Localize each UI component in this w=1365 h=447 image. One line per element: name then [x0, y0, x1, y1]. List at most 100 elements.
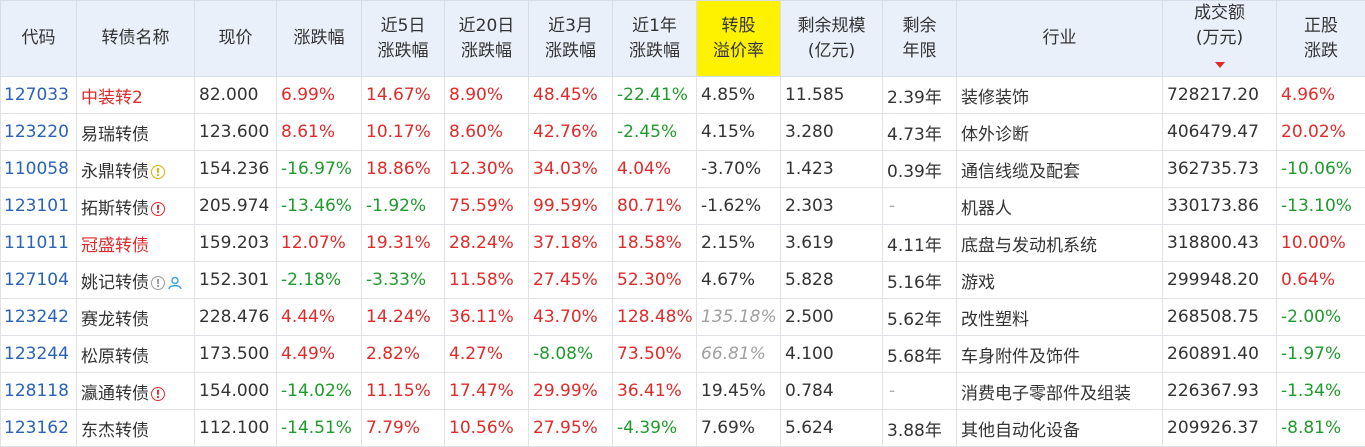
header-row: 代码 转债名称 现价 涨跌幅 近5日涨跌幅 近20日涨跌幅 近3月涨跌幅 近1年… — [1, 1, 1365, 77]
stock-change: 4.96% — [1277, 77, 1365, 114]
header-change-5d[interactable]: 近5日涨跌幅 — [362, 1, 445, 77]
header-scale[interactable]: 剩余规模(亿元) — [781, 1, 883, 77]
bond-name[interactable]: 赛龙转债 — [81, 310, 149, 330]
industry: 底盘与发动机系统 — [957, 225, 1163, 262]
years: 4.11年 — [883, 225, 957, 262]
change-5d: 14.67% — [362, 77, 445, 114]
header-turnover[interactable]: 成交额 (万元) — [1163, 1, 1277, 77]
header-label: (万元) — [1196, 28, 1243, 48]
bond-name-cell[interactable]: 拓斯转债! — [77, 188, 195, 225]
change-5d: -3.33% — [362, 262, 445, 299]
table-row[interactable]: 110058 永鼎转债! 154.236 -16.97% 18.86% 12.3… — [1, 151, 1365, 188]
bond-code[interactable]: 123242 — [1, 299, 77, 336]
scale: 0.784 — [781, 373, 883, 410]
table-row[interactable]: 123220 易瑞转债 123.600 8.61% 10.17% 8.60% 4… — [1, 114, 1365, 151]
bond-name[interactable]: 瀛通转债 — [81, 384, 149, 404]
bond-name[interactable]: 冠盛转债 — [81, 236, 149, 256]
bond-name[interactable]: 永鼎转债 — [81, 162, 149, 182]
header-stock-change[interactable]: 正股涨跌 — [1277, 1, 1365, 77]
bond-name-cell[interactable]: 易瑞转债 — [77, 114, 195, 151]
premium: 2.15% — [697, 225, 781, 262]
years: 5.62年 — [883, 299, 957, 336]
header-label: 剩余规模 — [798, 16, 866, 36]
bond-code[interactable]: 111011 — [1, 225, 77, 262]
bond-code[interactable]: 127033 — [1, 77, 77, 114]
change-1y: 73.50% — [613, 336, 697, 373]
header-code[interactable]: 代码 — [1, 1, 77, 77]
industry: 体外诊断 — [957, 114, 1163, 151]
price: 82.000 — [195, 77, 277, 114]
bond-code[interactable]: 123220 — [1, 114, 77, 151]
change-5d: 10.17% — [362, 114, 445, 151]
stock-change: -10.06% — [1277, 151, 1365, 188]
header-change[interactable]: 涨跌幅 — [277, 1, 362, 77]
bond-name-cell[interactable]: 永鼎转债! — [77, 151, 195, 188]
header-label: 成交额 — [1194, 3, 1245, 23]
change-1y: 4.04% — [613, 151, 697, 188]
header-label: 涨跌 — [1304, 41, 1338, 61]
change-1y: 36.41% — [613, 373, 697, 410]
turnover: 728217.20 — [1163, 77, 1277, 114]
bond-code[interactable]: 123244 — [1, 336, 77, 373]
bond-name[interactable]: 姚记转债 — [81, 273, 149, 293]
bond-code[interactable]: 127104 — [1, 262, 77, 299]
change-20d: 36.11% — [445, 299, 529, 336]
header-label: 转股 — [722, 16, 756, 36]
header-years[interactable]: 剩余年限 — [883, 1, 957, 77]
bond-name[interactable]: 易瑞转债 — [81, 125, 149, 145]
change: 4.44% — [277, 299, 362, 336]
bond-name-cell[interactable]: 冠盛转债 — [77, 225, 195, 262]
alert-icon[interactable]: ! — [151, 202, 165, 216]
change: 12.07% — [277, 225, 362, 262]
bond-name[interactable]: 拓斯转债 — [81, 199, 149, 219]
header-label: 涨跌幅 — [461, 41, 512, 61]
bond-name[interactable]: 松原转债 — [81, 347, 149, 367]
premium: 4.67% — [697, 262, 781, 299]
header-change-1y[interactable]: 近1年涨跌幅 — [613, 1, 697, 77]
header-name[interactable]: 转债名称 — [77, 1, 195, 77]
sort-desc-icon[interactable] — [1215, 62, 1225, 68]
change: 4.49% — [277, 336, 362, 373]
bond-name-cell[interactable]: 松原转债 — [77, 336, 195, 373]
table-row[interactable]: 123242 赛龙转债 228.476 4.44% 14.24% 36.11% … — [1, 299, 1365, 336]
change-20d: 8.60% — [445, 114, 529, 151]
industry: 通信线缆及配套 — [957, 151, 1163, 188]
header-premium[interactable]: 转股溢价率 — [697, 1, 781, 77]
header-price[interactable]: 现价 — [195, 1, 277, 77]
header-change-3m[interactable]: 近3月涨跌幅 — [529, 1, 613, 77]
years: 2.39年 — [883, 77, 957, 114]
person-icon[interactable] — [167, 276, 183, 290]
warning-icon[interactable]: ! — [151, 165, 165, 179]
change-1y: -2.45% — [613, 114, 697, 151]
header-label: 近5日 — [381, 16, 426, 36]
industry: 机器人 — [957, 188, 1163, 225]
stock-change: 0.64% — [1277, 262, 1365, 299]
table-row[interactable]: 127033 中装转2 82.000 6.99% 14.67% 8.90% 48… — [1, 77, 1365, 114]
table-row[interactable]: 111011 冠盛转债 159.203 12.07% 19.31% 28.24%… — [1, 225, 1365, 262]
bond-code[interactable]: 110058 — [1, 151, 77, 188]
table-row[interactable]: 127104 姚记转债! 152.301 -2.18% -3.33% 11.58… — [1, 262, 1365, 299]
stock-change: 10.00% — [1277, 225, 1365, 262]
premium: -3.70% — [697, 151, 781, 188]
header-change-20d[interactable]: 近20日涨跌幅 — [445, 1, 529, 77]
table-row[interactable]: 123244 松原转债 173.500 4.49% 2.82% 4.27% -8… — [1, 336, 1365, 373]
bond-name[interactable]: 中装转2 — [81, 88, 143, 108]
bond-name[interactable]: 东杰转债 — [81, 421, 149, 441]
bond-code[interactable]: 128118 — [1, 373, 77, 410]
industry: 游戏 — [957, 262, 1163, 299]
info-icon[interactable]: ! — [151, 276, 165, 290]
bond-name-cell[interactable]: 赛龙转债 — [77, 299, 195, 336]
bond-name-cell[interactable]: 中装转2 — [77, 77, 195, 114]
table-row[interactable]: 123101 拓斯转债! 205.974 -13.46% -1.92% 75.5… — [1, 188, 1365, 225]
header-industry[interactable]: 行业 — [957, 1, 1163, 77]
header-label: 近1年 — [632, 16, 677, 36]
table-row[interactable]: 128118 瀛通转债! 154.000 -14.02% 11.15% 17.4… — [1, 373, 1365, 410]
alert-icon[interactable]: ! — [151, 387, 165, 401]
change-20d: 4.27% — [445, 336, 529, 373]
change-3m: 29.99% — [529, 373, 613, 410]
bond-name-cell[interactable]: 姚记转债! — [77, 262, 195, 299]
bond-name-cell[interactable]: 瀛通转债! — [77, 373, 195, 410]
bond-code[interactable]: 123101 — [1, 188, 77, 225]
price: 173.500 — [195, 336, 277, 373]
